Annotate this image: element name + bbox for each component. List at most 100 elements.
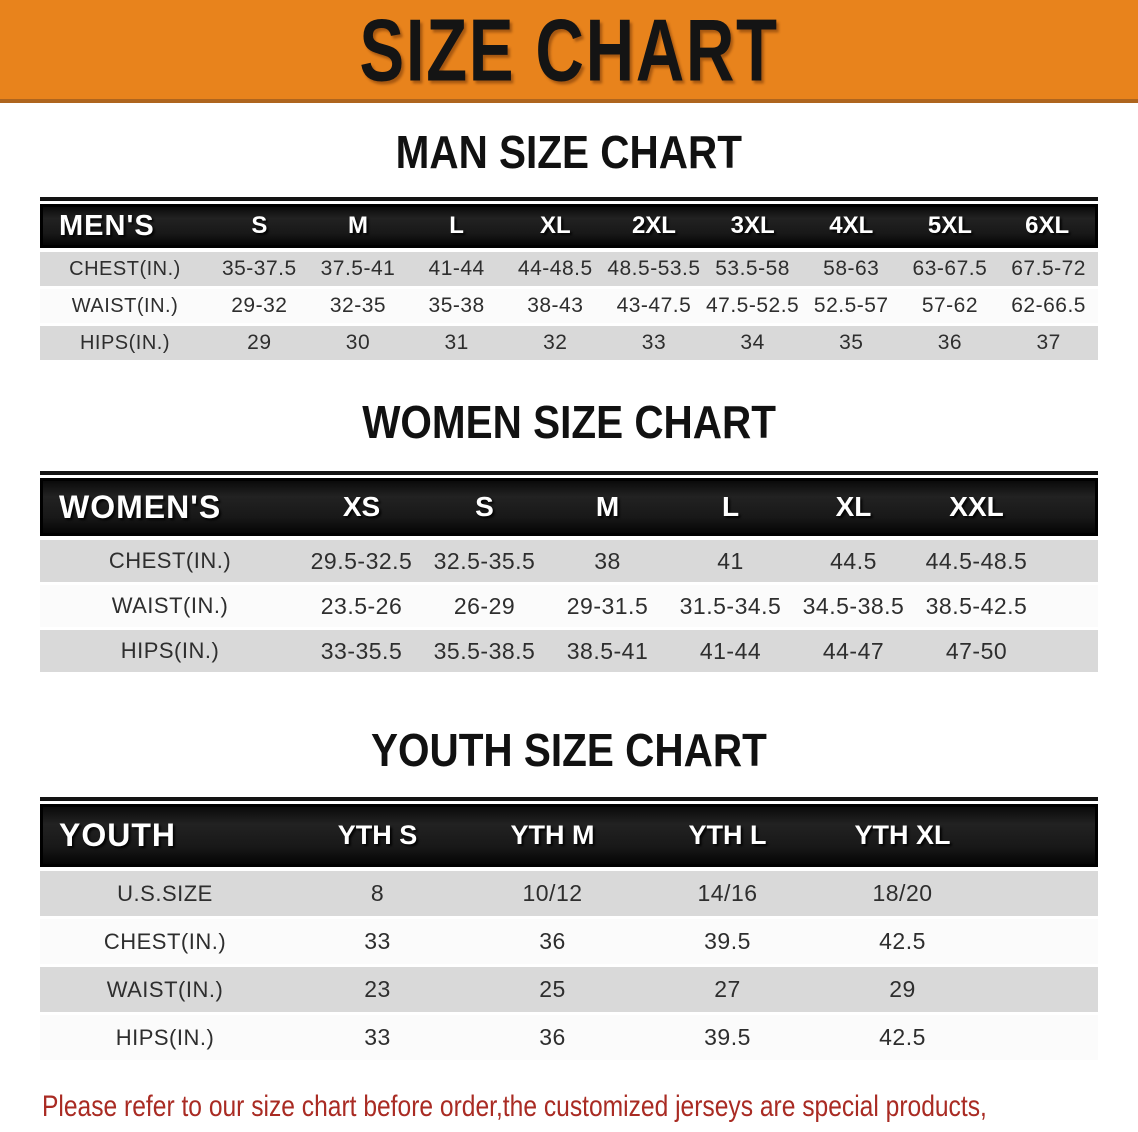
size-value: 58-63 [801,248,901,289]
size-value: 36 [465,919,640,967]
disclaimer-line-1: Please refer to our size chart before or… [42,1090,987,1123]
size-value: 67.5-72 [999,248,1098,289]
size-value: 48.5-53.5 [604,248,704,289]
size-row: U.S.SIZE 8 10/12 14/16 18/20 [40,867,1098,919]
size-value: 23.5-26 [300,585,423,630]
size-value: 42.5 [815,919,990,967]
men-size-table-wrap: MEN'S S M L XL 2XL 3XL 4XL 5XL 6XL CHEST(IN.) 35-37… [40,197,1098,363]
size-value: 33 [290,919,465,967]
youth-size-table-wrap: YOUTH YTH S YTH M YTH L YTH XL U.S.SIZE 8 10/12… [40,797,1098,1063]
size-value: 36 [465,1015,640,1063]
size-value: 52.5-57 [801,289,901,326]
size-value: 41-44 [407,248,506,289]
size-value: 18/20 [815,867,990,919]
size-column-header: L [407,204,506,248]
size-value: 47-50 [915,630,1038,675]
size-value: 27 [640,967,815,1015]
filler-cell [1038,630,1098,675]
women-size-chart-heading: WOMEN SIZE CHART [362,396,776,448]
size-value: 44-48.5 [505,248,605,289]
size-value: 37.5-41 [308,248,408,289]
size-row: HIPS(IN.) 33 36 39.5 42.5 [40,1015,1098,1063]
youth-size-chart-heading: YOUTH SIZE CHART [371,724,767,776]
size-value: 41-44 [669,630,792,675]
size-value: 14/16 [640,867,815,919]
size-row: WAIST(IN.) 29-32 32-35 35-38 38-43 43-47.5 47.… [40,289,1098,326]
group-label: YOUTH [40,804,290,867]
size-value: 36 [900,326,1000,363]
measure-label: CHEST(IN.) [40,536,300,585]
youth-size-table: YOUTH YTH S YTH M YTH L YTH XL U.S.SIZE 8 10/12… [40,804,1098,1063]
size-value: 23 [290,967,465,1015]
women-size-table-wrap: WOMEN'S XS S M L XL XXL CHEST(IN.) 29.5-32.5 32.5… [40,471,1098,675]
size-value: 31.5-34.5 [669,585,792,630]
measure-label: HIPS(IN.) [40,630,300,675]
size-row: CHEST(IN.) 35-37.5 37.5-41 41-44 44-48.5 48.5… [40,248,1098,289]
size-value: 25 [465,967,640,1015]
size-value: 35-38 [407,289,506,326]
size-row: HIPS(IN.) 29 30 31 32 33 34 35 36 37 [40,326,1098,363]
size-value: 57-62 [900,289,1000,326]
size-column-header: XS [300,478,423,536]
size-value: 29.5-32.5 [300,536,423,585]
size-value: 32.5-35.5 [423,536,546,585]
size-value: 10/12 [465,867,640,919]
measure-label: HIPS(IN.) [40,326,210,363]
size-value: 35.5-38.5 [423,630,546,675]
measure-label: WAIST(IN.) [40,289,210,326]
size-value: 33 [604,326,704,363]
size-value: 44.5-48.5 [915,536,1038,585]
man-size-chart-heading: MAN SIZE CHART [395,126,743,178]
order-disclaimer: Please refer to our size chart before or… [42,1083,1138,1132]
size-value: 39.5 [640,1015,815,1063]
size-value: 39.5 [640,919,815,967]
size-value: 35-37.5 [210,248,309,289]
size-value: 41 [669,536,792,585]
size-value: 30 [308,326,408,363]
size-value: 63-67.5 [900,248,1000,289]
size-value: 38.5-42.5 [915,585,1038,630]
women-size-table: WOMEN'S XS S M L XL XXL CHEST(IN.) 29.5-32.5 32.5… [40,478,1098,675]
filler-cell [990,1015,1098,1063]
size-value: 29-32 [210,289,309,326]
measure-label: WAIST(IN.) [40,967,290,1015]
table-header-row: WOMEN'S XS S M L XL XXL [40,478,1098,536]
size-value: 37 [999,326,1098,363]
size-value: 31 [407,326,506,363]
measure-label: U.S.SIZE [40,867,290,919]
measure-label: CHEST(IN.) [40,919,290,967]
size-value: 33-35.5 [300,630,423,675]
size-row: HIPS(IN.) 33-35.5 35.5-38.5 38.5-41 41-44 44-… [40,630,1098,675]
size-row: CHEST(IN.) 29.5-32.5 32.5-35.5 38 41 44.5 44.5… [40,536,1098,585]
size-column-header: S [210,204,309,248]
size-value: 29 [210,326,309,363]
group-label: MEN'S [40,204,210,248]
size-row: WAIST(IN.) 23.5-26 26-29 29-31.5 31.5-34.5 34… [40,585,1098,630]
size-value: 29-31.5 [546,585,669,630]
size-value: 43-47.5 [604,289,704,326]
size-column-header: 5XL [900,204,1000,248]
measure-label: HIPS(IN.) [40,1015,290,1063]
filler-cell [1038,536,1098,585]
size-column-header: XXL [915,478,1038,536]
filler-cell [1038,478,1098,536]
size-column-header: YTH M [465,804,640,867]
size-column-header: XL [792,478,915,536]
size-column-header: YTH L [640,804,815,867]
size-value: 8 [290,867,465,919]
size-value: 38 [546,536,669,585]
size-value: 33 [290,1015,465,1063]
men-size-table: MEN'S S M L XL 2XL 3XL 4XL 5XL 6XL CHEST(IN.) 35-37… [40,204,1098,363]
size-value: 44.5 [792,536,915,585]
size-value: 29 [815,967,990,1015]
size-row: WAIST(IN.) 23 25 27 29 [40,967,1098,1015]
size-column-header: YTH XL [815,804,990,867]
size-value: 26-29 [423,585,546,630]
size-value: 44-47 [792,630,915,675]
size-column-header: 2XL [604,204,704,248]
size-column-header: S [423,478,546,536]
table-header-row: YOUTH YTH S YTH M YTH L YTH XL [40,804,1098,867]
size-row: CHEST(IN.) 33 36 39.5 42.5 [40,919,1098,967]
size-column-header: L [669,478,792,536]
